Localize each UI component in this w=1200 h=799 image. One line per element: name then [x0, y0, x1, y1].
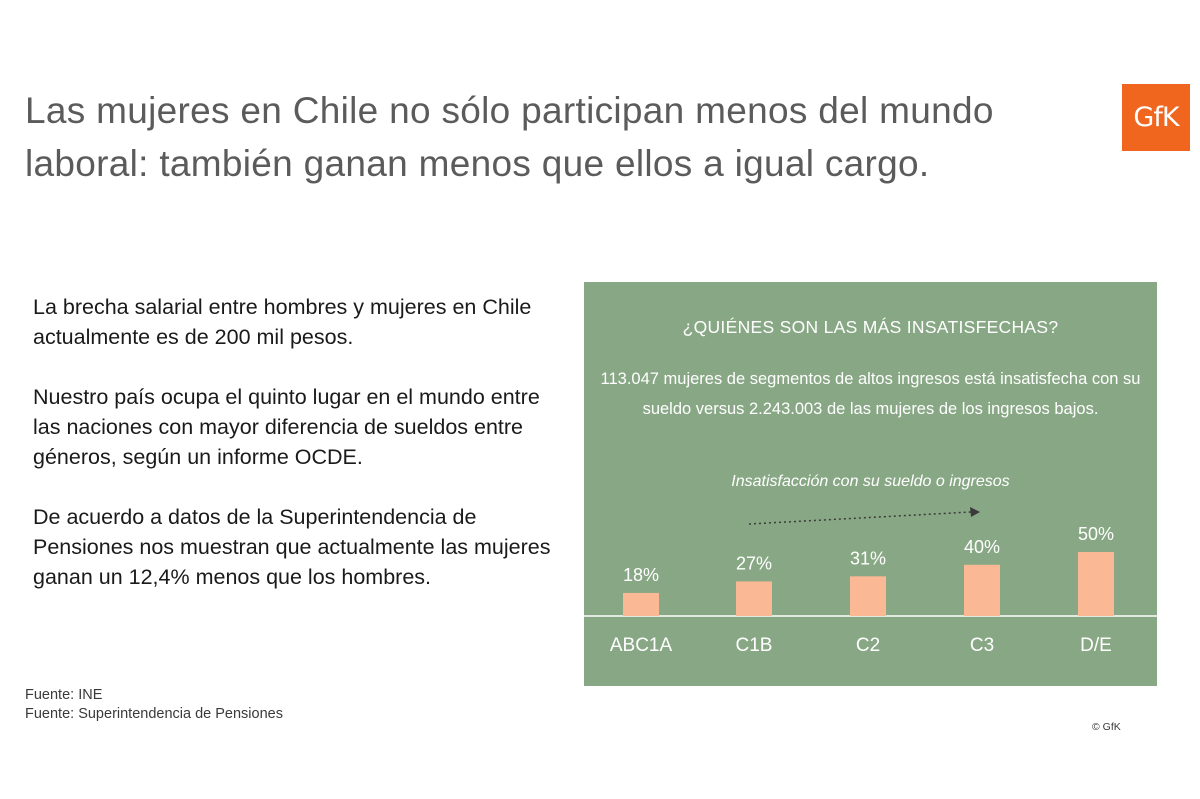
bar-abc1a: [623, 592, 659, 616]
panel-description: 113.047 mujeres de segmentos de altos in…: [600, 370, 1141, 418]
gfk-logo: GfK: [1122, 84, 1190, 151]
category-label: C3: [970, 635, 994, 656]
bar-c2: [850, 576, 886, 616]
paragraph-ocde-ranking: Nuestro país ocupa el quinto lugar en el…: [33, 385, 540, 469]
data-label: 18%: [623, 565, 659, 585]
source-ine: Fuente: INE: [25, 687, 103, 703]
paragraph-pensiones: De acuerdo a datos de la Superintendenci…: [33, 505, 551, 589]
body-text: La brecha salarial entre hombres y mujer…: [33, 292, 563, 622]
bar-chart: 18% ABC1A 27% C1B 31% C2 40% C3 50% D/E: [584, 507, 1157, 656]
data-label: 40%: [964, 537, 1000, 557]
bar-c1b: [736, 581, 772, 616]
trend-arrow-line: [748, 511, 972, 525]
data-label: 27%: [736, 553, 772, 573]
category-label: D/E: [1080, 635, 1112, 656]
data-label: 50%: [1078, 524, 1114, 544]
source-superintendencia: Fuente: Superintendencia de Pensiones: [25, 706, 283, 722]
chart-title: Insatisfacción con su sueldo o ingresos: [731, 473, 1010, 490]
data-label: 31%: [850, 548, 886, 568]
chart-panel: ¿QUIÉNES SON LAS MÁS INSATISFECHAS? 113.…: [584, 282, 1157, 686]
sources: Fuente: INE Fuente: Superintendencia de …: [25, 686, 283, 724]
copyright: © GfK: [1092, 721, 1121, 733]
category-label: C1B: [736, 635, 773, 656]
panel-heading: ¿QUIÉNES SON LAS MÁS INSATISFECHAS?: [682, 317, 1059, 337]
bar-de: [1078, 552, 1114, 616]
category-label: ABC1A: [610, 635, 673, 656]
page-title: Las mujeres en Chile no sólo participan …: [25, 90, 994, 184]
paragraph-wage-gap: La brecha salarial entre hombres y mujer…: [33, 295, 532, 349]
trend-arrow-head-icon: [970, 507, 980, 517]
bar-c3: [964, 564, 1000, 616]
category-label: C2: [856, 635, 880, 656]
